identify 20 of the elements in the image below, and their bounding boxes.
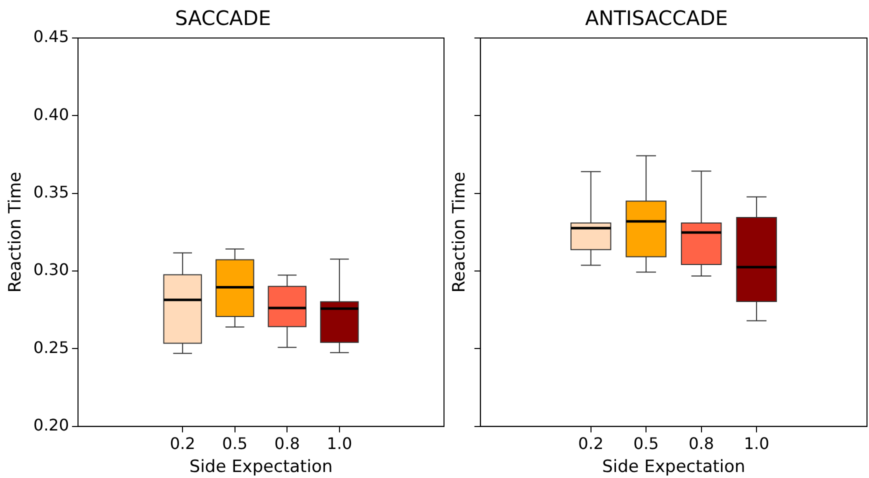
y-tick-label: 0.20 — [33, 416, 70, 435]
x-tick-label: 0.5 — [633, 434, 659, 454]
x-tick-label: 0.2 — [170, 434, 196, 454]
y-tick-label: 0.25 — [33, 338, 70, 357]
x-tick-label: 0.8 — [688, 434, 714, 454]
x-axis-title: Side Expectation — [189, 457, 333, 478]
y-tick-label: 0.45 — [33, 27, 70, 46]
x-tick-label: 0.2 — [578, 434, 604, 454]
x-tick-label: 1.0 — [326, 434, 352, 454]
y-tick-label: 0.40 — [33, 104, 70, 124]
y-axis-title: Reaction Time — [6, 172, 26, 293]
chart-title: SACCADE — [174, 6, 272, 30]
y-tick-label: 0.35 — [33, 182, 70, 202]
x-tick-label: 0.5 — [222, 434, 248, 454]
x-tick-label: 1.0 — [744, 434, 770, 454]
y-tick-label: 0.30 — [33, 260, 70, 280]
x-axis-title: Side Expectation — [602, 457, 746, 478]
x-tick-label: 0.8 — [274, 434, 300, 454]
y-axis-title: Reaction Time — [450, 172, 470, 293]
chart-title: ANTISACCADE — [585, 6, 728, 30]
